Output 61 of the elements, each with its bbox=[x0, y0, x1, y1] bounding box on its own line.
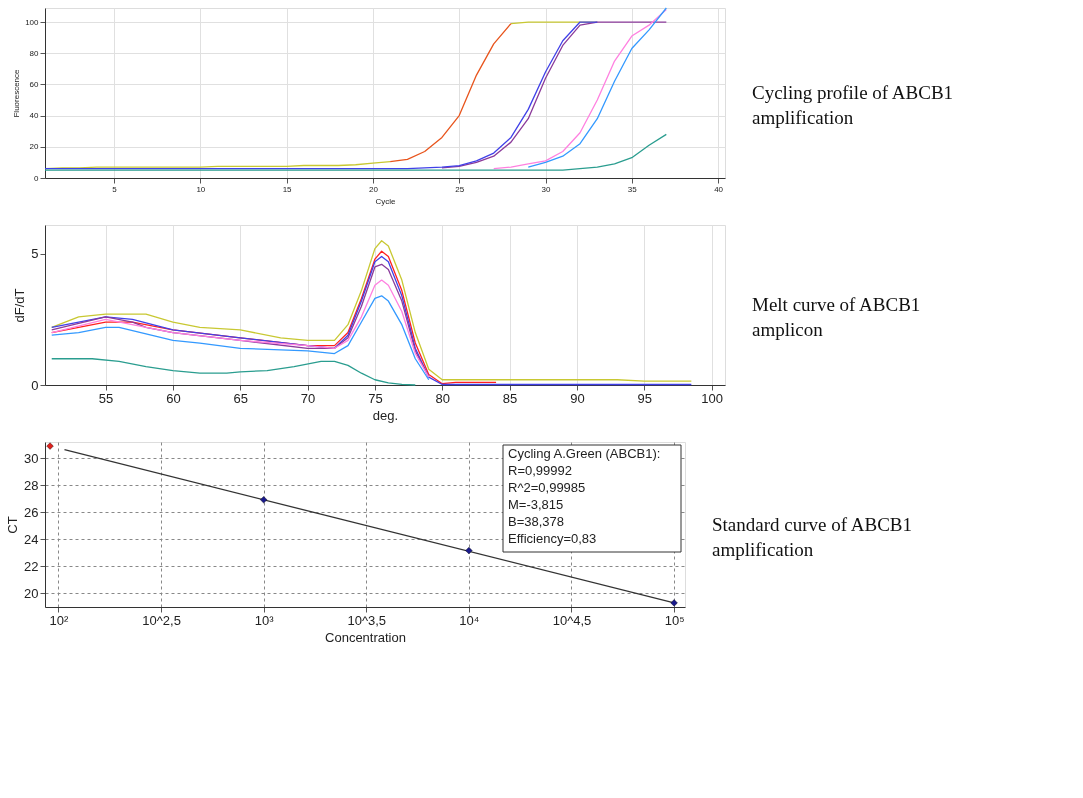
x-tick-label: 40 bbox=[714, 184, 724, 194]
line-series bbox=[51, 358, 416, 386]
y-axis-title: Fluorescence bbox=[12, 68, 22, 118]
x-tick-label: 25 bbox=[455, 184, 465, 194]
annotation: B=38,378 bbox=[508, 514, 565, 529]
x-tick-label: 20 bbox=[368, 184, 379, 194]
x-tick-label: 5 bbox=[112, 184, 118, 194]
y-axis-title: CT bbox=[5, 516, 21, 534]
y-tick-label: 28 bbox=[24, 477, 39, 493]
x-tick-label: 70 bbox=[300, 390, 316, 406]
line-series bbox=[441, 21, 667, 169]
x-tick-label: 10^4,5 bbox=[552, 612, 592, 628]
annotation: R^2=0,99985 bbox=[508, 480, 586, 495]
x-tick-label: 10² bbox=[49, 612, 69, 628]
x-tick-label: 10³ bbox=[254, 612, 275, 628]
y-tick-label: 60 bbox=[29, 79, 40, 89]
line-series bbox=[51, 295, 430, 381]
line-series bbox=[389, 22, 512, 163]
y-tick-label: 5 bbox=[31, 246, 39, 262]
annotation: R=0,99992 bbox=[508, 463, 572, 478]
x-tick-label: 55 bbox=[98, 390, 114, 406]
annotation: Cycling A.Green (ABCB1): bbox=[508, 446, 661, 461]
y-tick-label: 100 bbox=[25, 17, 40, 27]
x-tick-label: 95 bbox=[637, 390, 652, 406]
text: Standard curve of ABCB1 amplification bbox=[712, 513, 913, 560]
x-tick-label: 85 bbox=[502, 390, 518, 406]
x-tick-label: 90 bbox=[570, 390, 585, 406]
x-axis-title: Cycle bbox=[375, 196, 397, 206]
y-tick-label: 80 bbox=[29, 48, 40, 58]
y-tick-label: 26 bbox=[24, 504, 39, 520]
y-tick-label: 22 bbox=[24, 558, 39, 574]
y-tick-label: 20 bbox=[24, 585, 39, 601]
annotation: Efficiency=0,83 bbox=[508, 531, 597, 546]
x-tick-label: 35 bbox=[627, 184, 638, 194]
y-tick-label: 0 bbox=[31, 377, 39, 393]
line-series bbox=[44, 133, 667, 171]
x-tick-label: 30 bbox=[541, 184, 551, 194]
x-tick-label: 10^3,5 bbox=[347, 612, 387, 628]
line-series bbox=[527, 7, 667, 168]
annotation: M=-3,815 bbox=[508, 497, 564, 512]
x-tick-label: 75 bbox=[368, 390, 383, 406]
x-axis-title: Concentration bbox=[325, 629, 406, 645]
y-tick-label: 0 bbox=[34, 173, 40, 183]
y-tick-label: 30 bbox=[24, 450, 39, 466]
x-tick-label: 60 bbox=[166, 390, 181, 406]
text: Melt curve of ABCB1 amplicon bbox=[752, 294, 921, 340]
x-axis-title: deg. bbox=[372, 407, 399, 423]
x-tick-label: 100 bbox=[701, 390, 723, 406]
y-tick-label: 20 bbox=[29, 142, 40, 152]
x-tick-label: 10⁵ bbox=[664, 612, 685, 628]
x-tick-label: 15 bbox=[282, 184, 293, 194]
text: Cycling profile of ABCB1 amplification bbox=[752, 82, 954, 128]
x-tick-label: 65 bbox=[233, 390, 248, 406]
y-tick-label: 24 bbox=[24, 531, 39, 547]
line-series bbox=[493, 8, 667, 170]
x-tick-label: 10⁴ bbox=[459, 612, 480, 628]
x-tick-label: 10^2,5 bbox=[142, 612, 181, 628]
x-tick-label: 80 bbox=[435, 390, 450, 406]
y-axis-title: dF/dT bbox=[12, 288, 28, 323]
x-tick-label: 10 bbox=[196, 184, 206, 194]
y-tick-label: 40 bbox=[29, 111, 40, 121]
